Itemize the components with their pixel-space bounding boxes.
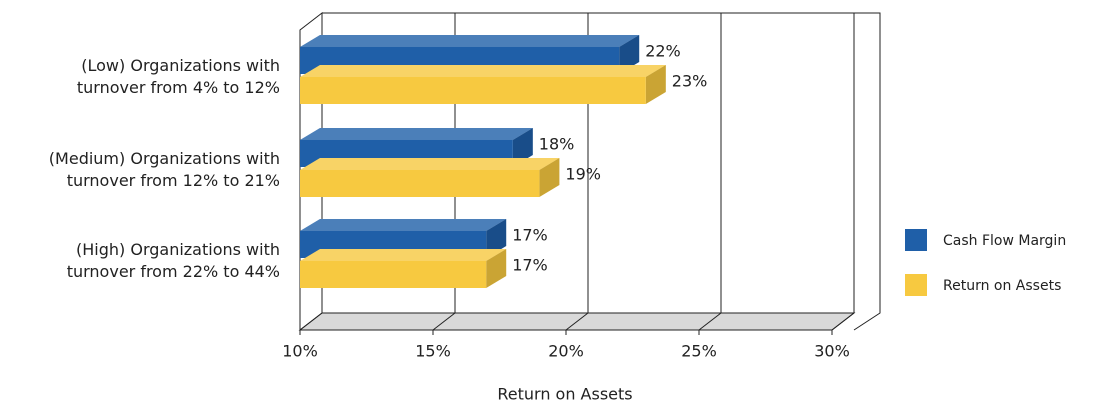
x-tick-label: 15%: [415, 342, 451, 361]
bar: [300, 77, 646, 104]
bar-top-shade: [300, 65, 666, 77]
bar-side-shade: [619, 35, 640, 74]
y-tick-label: (High) Organizations with turnover from 2…: [67, 240, 280, 281]
right-wall: [853, 12, 881, 331]
bar-top: [300, 158, 560, 170]
bar-top: [300, 35, 640, 47]
bar-top-shade: [300, 249, 507, 261]
bar-side: [539, 158, 560, 197]
x-axis-label: Return on Assets: [497, 385, 632, 404]
value-label: 18%: [539, 135, 575, 154]
x-tick-label: 25%: [681, 342, 717, 361]
legend-label: Return on Assets: [943, 278, 1061, 294]
floor-grid-line: [432, 312, 456, 331]
bar-side-shade: [486, 249, 507, 288]
bar: [300, 261, 487, 288]
floor-grid-line: [831, 312, 855, 331]
bar-top: [300, 219, 507, 231]
bar-side: [486, 249, 507, 288]
bar-side: [486, 219, 507, 258]
legend-swatch: [905, 229, 927, 251]
bar-side: [512, 128, 533, 167]
bar-side-shade: [645, 65, 666, 104]
bar-side-shade: [512, 128, 533, 167]
bar-top-shade: [300, 158, 560, 170]
bar-top-shade: [300, 128, 533, 140]
bar-top: [300, 249, 507, 261]
bar-top-shade: [300, 219, 507, 231]
value-label: 17%: [512, 226, 548, 245]
floor-grid-line: [299, 312, 323, 331]
x-tick-label: 10%: [282, 342, 318, 361]
legend-swatch: [905, 274, 927, 296]
bar-top-shade: [300, 35, 640, 47]
x-tick-label: 30%: [814, 342, 850, 361]
value-label: 19%: [565, 165, 601, 184]
x-tick-label: 20%: [548, 342, 584, 361]
bar-side: [645, 65, 666, 104]
legend-label: Cash Flow Margin: [943, 233, 1066, 249]
value-label: 23%: [672, 72, 708, 91]
bar-top: [300, 128, 533, 140]
y-tick-label: (Medium) Organizations with turnover from…: [49, 149, 280, 190]
floor-grid-line: [565, 312, 589, 331]
bar-side-shade: [539, 158, 560, 197]
bar-side-shade: [486, 219, 507, 258]
floor-grid-line: [698, 312, 722, 331]
bar: [300, 170, 540, 197]
bar-top: [300, 65, 666, 77]
value-label: 22%: [645, 42, 681, 61]
bar-side: [619, 35, 640, 74]
value-label: 17%: [512, 256, 548, 275]
y-tick-label: (Low) Organizations with turnover from 4%…: [77, 56, 280, 97]
